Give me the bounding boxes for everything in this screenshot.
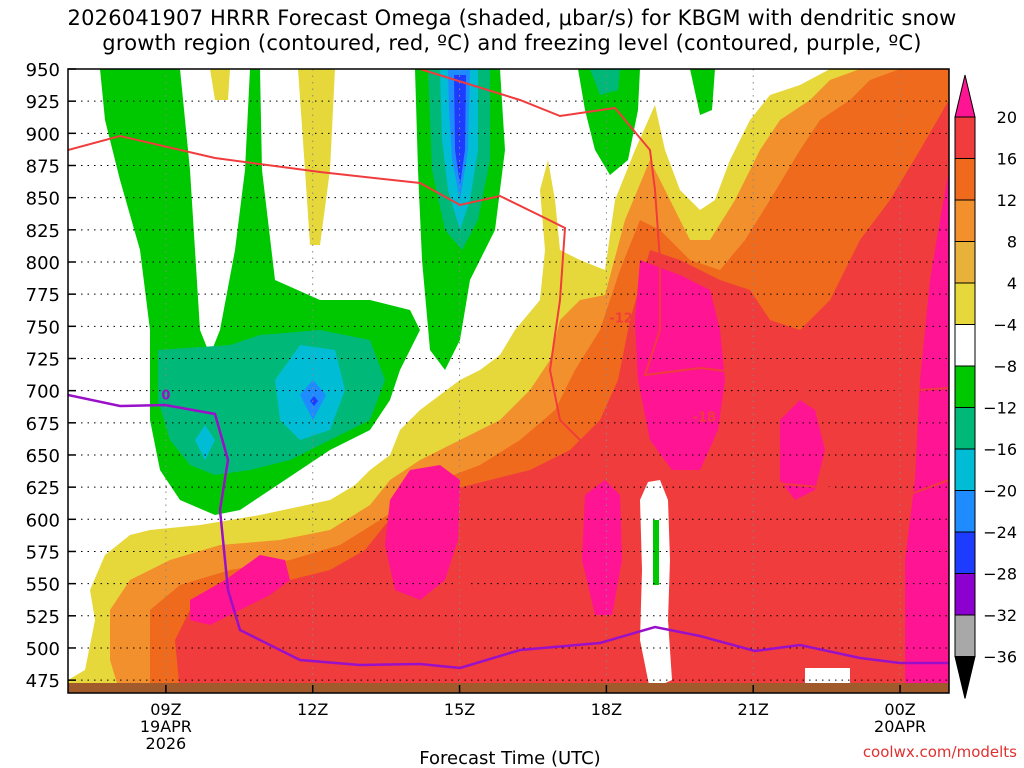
contour-labels: -18 -12 -18 -12 0	[161, 311, 717, 667]
x-tick-label: 21Z	[738, 700, 769, 719]
colorbar-arrow-bottom	[954, 656, 976, 699]
chart-title: 2026041907 HRRR Forecast Omega (shaded, …	[0, 6, 1024, 56]
omega-magenta-right	[905, 170, 949, 693]
y-tick-label: 650	[26, 446, 60, 467]
y-tick-label: 575	[26, 542, 60, 563]
y-tick-label: 550	[26, 575, 60, 596]
x-tick-label: 2026	[146, 734, 187, 753]
y-tick-label: 950	[26, 60, 60, 81]
y-tick-label: 525	[26, 607, 60, 628]
snow-growth-contour-minus18	[419, 69, 949, 402]
y-tick-label: 475	[26, 671, 60, 692]
omega-red-region	[175, 100, 949, 693]
colorbar-arrow-top	[954, 74, 976, 118]
omega-magenta-sub	[780, 400, 825, 500]
colorbar-label: −20	[983, 482, 1017, 501]
x-tick-label: 00Z	[884, 700, 915, 719]
y-axis: 475 500 525 550 575 600 625 650 675 700 725 750 775 8…	[26, 60, 76, 692]
y-tick-label: 700	[26, 382, 60, 403]
snow-growth-contour-minus12	[68, 134, 949, 500]
omega-shading	[68, 69, 949, 693]
y-tick-label: 900	[26, 124, 60, 145]
y-tick-label: 875	[26, 156, 60, 177]
freezing-level-contour	[68, 393, 949, 670]
colorbar-segment	[954, 241, 976, 284]
colorbar-label: −36	[983, 648, 1017, 667]
omega-negative-top-right	[578, 69, 640, 175]
y-tick-label: 725	[26, 349, 60, 370]
colorbar-segment	[954, 282, 976, 325]
omega-dark-left	[310, 396, 318, 406]
colorbar-label: −28	[983, 565, 1017, 584]
x-tick-label: 12Z	[297, 700, 328, 719]
snow-growth-contour-label: -18	[693, 410, 717, 425]
omega-teal-top-right	[590, 69, 620, 95]
colorbar-segment	[954, 116, 976, 159]
snow-growth-contour-label: -12	[448, 581, 472, 596]
colorbar-label: −16	[983, 440, 1017, 459]
snow-growth-contour-label: -18	[546, 652, 570, 667]
omega-yellow-pocket-1	[298, 69, 335, 245]
colorbar-label: −8	[993, 357, 1017, 376]
plot-frame	[67, 68, 950, 694]
omega-magenta-center	[635, 260, 725, 470]
snow-growth-contours	[68, 69, 949, 500]
grid-lines	[68, 68, 949, 693]
title-line-1: 2026041907 HRRR Forecast Omega (shaded, …	[67, 6, 957, 30]
colorbar-segment	[954, 324, 976, 367]
colorbar-segment	[954, 490, 976, 533]
colorbar-segment	[954, 573, 976, 616]
freezing-level-contour-label: 0	[161, 389, 170, 404]
colorbar-segment	[954, 614, 976, 657]
y-tick-label: 925	[26, 92, 60, 113]
omega-cyan-left-small	[195, 425, 215, 460]
y-tick-label: 850	[26, 189, 60, 210]
y-tick-label: 750	[26, 317, 60, 338]
x-tick-label: 15Z	[444, 700, 475, 719]
y-tick-label: 675	[26, 414, 60, 435]
omega-magenta-left	[190, 555, 290, 625]
colorbar-segment	[954, 448, 976, 491]
y-tick-label: 775	[26, 285, 60, 306]
ground-strip	[68, 683, 949, 693]
colorbar-segment	[954, 158, 976, 201]
colorbar-label: −12	[983, 399, 1017, 418]
omega-negative-sliver	[653, 520, 659, 585]
x-tick-label: 09Z	[150, 700, 181, 719]
colorbar-segment	[954, 199, 976, 242]
colorbar-label: −24	[983, 523, 1017, 542]
x-tick-label: 18Z	[591, 700, 622, 719]
x-axis-title: Forecast Time (UTC)	[419, 748, 600, 768]
colorbar-label: 16	[997, 150, 1017, 169]
y-tick-label: 625	[26, 478, 60, 499]
y-tick-label: 500	[26, 639, 60, 660]
omega-negative-top-right-2	[690, 69, 715, 115]
colorbar-segment	[954, 531, 976, 574]
colorbar-label: −32	[983, 606, 1017, 625]
omega-negative-region-left-hole	[180, 69, 250, 355]
colorbar-label: 12	[997, 191, 1017, 210]
x-tick-label: 20APR	[874, 717, 926, 736]
credit-text: coolwx.com/modelts	[863, 743, 1017, 761]
x-tick-label: 19APR	[140, 717, 192, 736]
title-line-2: growth region (contoured, red, ºC) and f…	[102, 31, 922, 55]
omega-magenta-mid	[385, 465, 460, 600]
colorbar-label: 4	[1007, 274, 1017, 293]
y-tick-label: 600	[26, 510, 60, 531]
colorbar-segment	[954, 407, 976, 450]
omega-magenta-mid-2	[582, 480, 622, 615]
colorbar-segment	[954, 365, 976, 408]
omega-yellow-pocket-2	[210, 69, 230, 100]
y-tick-label: 825	[26, 221, 60, 242]
y-tick-label: 800	[26, 253, 60, 274]
colorbar-label: 8	[1007, 233, 1017, 252]
omega-darkblue-column	[454, 75, 466, 185]
snow-growth-contour-label: -12	[609, 311, 633, 326]
colorbar-label: −4	[993, 316, 1017, 335]
colorbar-label: 20	[997, 108, 1017, 127]
colorbar: 20 16 12 8 4 −4 −8 −12 −16 −20 −24 −28 −32 −36	[954, 74, 1017, 699]
omega-negative-region-mid-hole	[265, 69, 405, 290]
